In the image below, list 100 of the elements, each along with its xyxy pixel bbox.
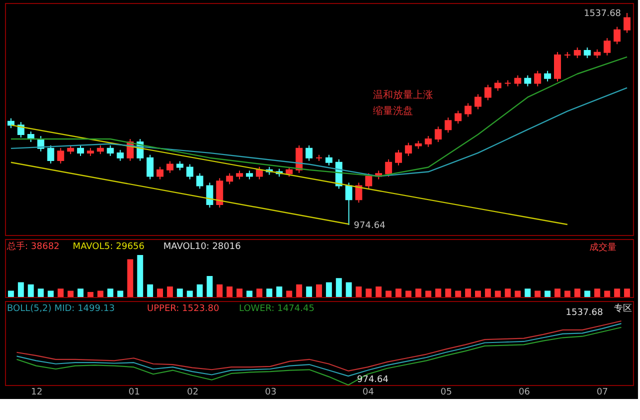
bar [624, 288, 630, 297]
x-tick-label: 12 [30, 388, 42, 398]
x-tick-label: 04 [362, 388, 374, 398]
bar [246, 290, 252, 297]
bar [484, 288, 491, 297]
candlestick [306, 144, 313, 162]
candlestick [156, 166, 164, 180]
bar [514, 290, 521, 297]
bar [196, 284, 203, 297]
candlestick [524, 74, 532, 87]
candlestick [434, 126, 442, 143]
bar [48, 290, 54, 297]
bar [107, 288, 114, 297]
bar [415, 288, 422, 297]
candlestick [454, 110, 462, 124]
candlestick [296, 144, 303, 174]
bar [614, 288, 620, 297]
text: MAVOL10: 28016 [163, 242, 242, 252]
bar [504, 288, 511, 297]
bar [117, 290, 124, 297]
bar [157, 288, 163, 297]
candlestick [7, 118, 14, 129]
bar [534, 290, 541, 297]
candlestick [106, 144, 114, 156]
candlestick [256, 166, 263, 180]
bar [594, 288, 600, 297]
x-tick-label: 06 [518, 388, 530, 398]
bar [236, 288, 242, 297]
bar [346, 282, 352, 297]
candlestick [385, 158, 392, 178]
bar [336, 278, 342, 297]
bar [564, 290, 570, 297]
bar [435, 288, 442, 297]
text: 1537.68 [566, 308, 604, 318]
text: BOLL(5,2) MID: 1499.13 [7, 304, 115, 314]
x-tick-label: 03 [265, 388, 276, 398]
bar [296, 284, 302, 297]
candlestick [514, 74, 522, 87]
bar [584, 290, 590, 297]
bar [306, 286, 312, 297]
text: LOWER: 1474.45 [239, 304, 314, 314]
bar [8, 290, 14, 297]
candlestick [365, 172, 372, 190]
candlestick [484, 84, 492, 101]
candlestick [77, 144, 84, 156]
candlestick [574, 47, 581, 59]
bar [78, 288, 84, 297]
candlestick [17, 122, 24, 138]
bar [286, 290, 292, 297]
candlestick [206, 182, 214, 208]
bar [544, 290, 551, 297]
candlestick [57, 148, 64, 164]
candlestick [534, 70, 542, 87]
bar [376, 286, 382, 297]
bar [574, 288, 580, 297]
bar [316, 284, 322, 297]
bar [445, 288, 452, 297]
candlestick [216, 178, 224, 208]
bar [58, 288, 64, 297]
bar [554, 288, 560, 297]
candlestick [146, 154, 154, 180]
bar [256, 288, 262, 297]
candlestick [464, 102, 472, 118]
candlestick [176, 160, 184, 171]
bar [475, 290, 481, 297]
bar [604, 290, 610, 297]
text: 专区 [614, 303, 632, 314]
candlestick [494, 80, 502, 92]
candlestick [116, 149, 124, 162]
text: UPPER: 1523.80 [147, 304, 220, 314]
candlestick [624, 12, 631, 34]
bar [396, 288, 402, 297]
bar [97, 290, 104, 297]
bar [366, 288, 372, 297]
bar [28, 284, 34, 297]
candlestick [424, 136, 432, 148]
candlestick [474, 94, 482, 110]
candlestick [404, 142, 412, 156]
bar [166, 286, 173, 297]
bar [276, 286, 282, 297]
bar [356, 286, 362, 297]
bar [18, 282, 24, 297]
bar [465, 288, 472, 297]
bar [386, 290, 392, 297]
candlestick [395, 149, 402, 166]
bar [127, 259, 134, 297]
text: 成交量 [590, 242, 616, 253]
bar [176, 288, 183, 297]
bar [206, 276, 213, 297]
candlestick [584, 47, 591, 59]
x-tick-label: 02 [187, 388, 198, 398]
bar [87, 292, 94, 297]
candlestick [196, 172, 204, 190]
candlestick [286, 166, 293, 178]
x-tick-label: 05 [440, 388, 452, 398]
bar [405, 290, 412, 297]
bar [186, 290, 193, 297]
bar [147, 284, 154, 297]
candlestick [444, 117, 452, 134]
annotation: 缩量洗盘 [373, 105, 413, 117]
